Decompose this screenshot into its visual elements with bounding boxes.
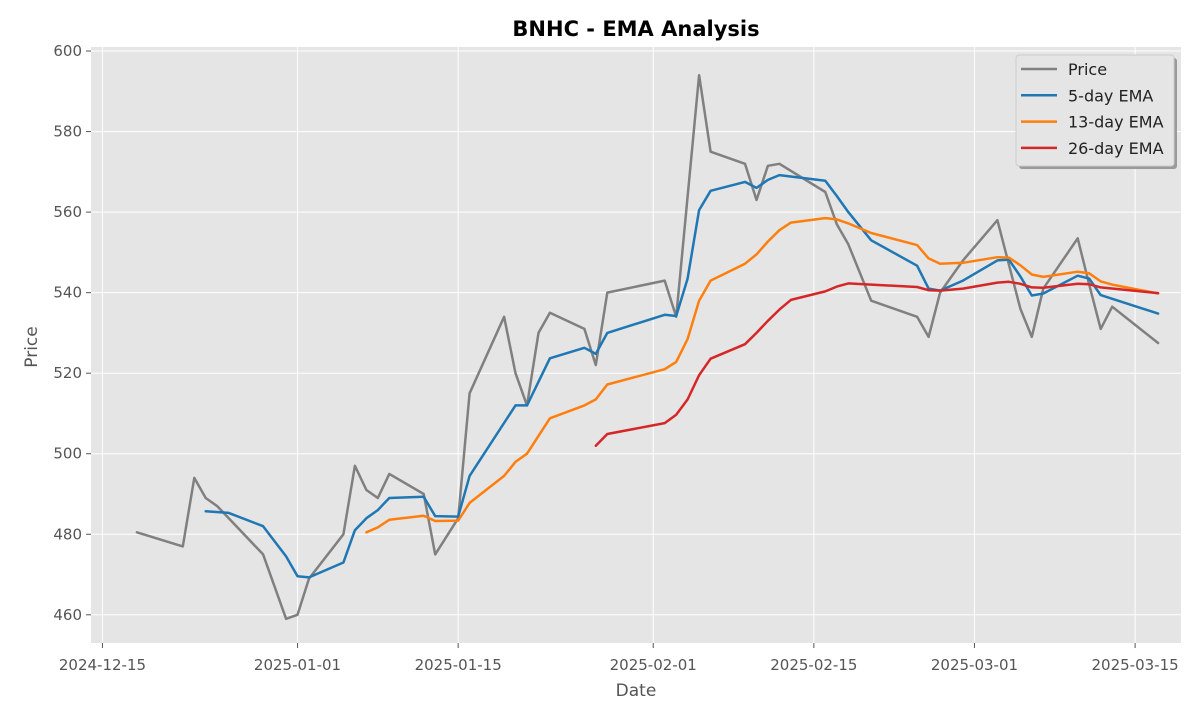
x-tick-label: 2025-03-01 bbox=[931, 656, 1018, 674]
plot-area bbox=[91, 47, 1181, 643]
series-line-price bbox=[135, 73, 1160, 621]
x-tick-label: 2025-01-01 bbox=[254, 656, 341, 674]
y-tick-label: 460 bbox=[53, 606, 82, 624]
y-axis-ticks: 460 480 500 520 540 560 580 600 bbox=[53, 42, 91, 624]
y-tick-label: 600 bbox=[53, 42, 82, 60]
series-lines bbox=[135, 73, 1160, 621]
x-tick-label: 2025-03-15 bbox=[1092, 656, 1179, 674]
y-tick-label: 540 bbox=[53, 284, 82, 302]
x-axis-label: Date bbox=[616, 681, 657, 701]
legend-label-26-day-ema: 26-day EMA bbox=[1068, 139, 1164, 158]
y-axis-label: Price bbox=[22, 326, 42, 367]
legend-label-13-day-ema: 13-day EMA bbox=[1068, 113, 1164, 132]
chart-title: BNHC - EMA Analysis bbox=[512, 17, 759, 41]
series-line-26-day-ema bbox=[594, 280, 1160, 447]
x-tick-label: 2025-02-01 bbox=[610, 656, 697, 674]
x-tick-label: 2025-01-15 bbox=[415, 656, 502, 674]
legend-label-5-day-ema: 5-day EMA bbox=[1068, 86, 1153, 105]
y-tick-label: 560 bbox=[53, 203, 82, 221]
y-tick-label: 520 bbox=[53, 364, 82, 382]
legend-box bbox=[1015, 54, 1175, 167]
series-line-5-day-ema bbox=[204, 173, 1160, 579]
legend: Price 5-day EMA 13-day EMA 26-day EMA bbox=[1015, 54, 1177, 169]
grid-lines bbox=[91, 47, 1181, 643]
x-axis-ticks: 2024-12-15 2025-01-01 2025-01-15 2025-02-01… bbox=[59, 643, 1179, 674]
x-tick-label: 2025-02-15 bbox=[770, 656, 857, 674]
y-tick-label: 480 bbox=[53, 525, 82, 543]
series-line-13-day-ema bbox=[365, 216, 1160, 534]
y-tick-label: 580 bbox=[53, 123, 82, 141]
y-tick-label: 500 bbox=[53, 445, 82, 463]
legend-label-price: Price bbox=[1068, 60, 1107, 79]
x-tick-label: 2024-12-15 bbox=[59, 656, 146, 674]
